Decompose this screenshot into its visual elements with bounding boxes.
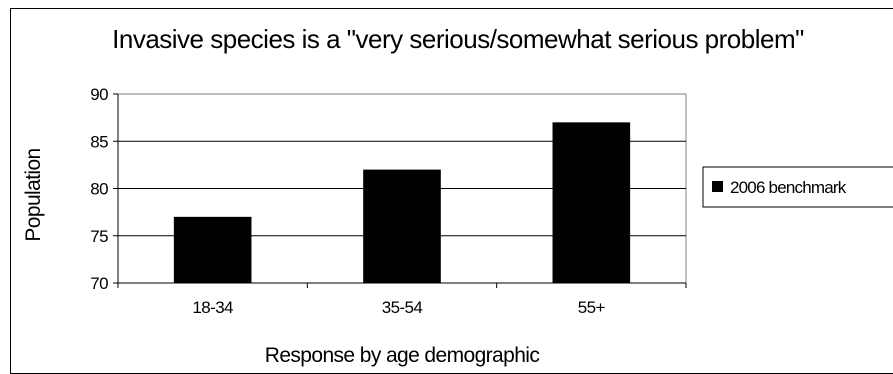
x-tick-label: 35-54 — [382, 298, 423, 317]
y-tick-label: 90 — [90, 85, 108, 104]
bar-35-54 — [363, 169, 441, 283]
x-tick-label: 55+ — [578, 298, 606, 317]
legend-box — [702, 166, 893, 208]
y-tick-label: 70 — [90, 274, 108, 293]
y-tick-label: 80 — [90, 180, 108, 199]
y-tick-label: 85 — [90, 132, 108, 151]
chart-title: Invasive species is a "very serious/some… — [112, 24, 804, 54]
bar-18-34 — [173, 216, 252, 283]
x-axis-label: Response by age demographic — [265, 344, 540, 367]
bar-55+ — [552, 122, 631, 283]
x-axis-ticks: 18-34 35-54 55+ — [117, 283, 687, 317]
legend-swatch — [712, 181, 723, 192]
x-tick-label: 18-34 — [192, 298, 233, 317]
y-axis-label: Population — [22, 148, 45, 241]
y-axis-ticks: 70 75 80 85 90 — [90, 85, 118, 293]
legend: 2006 benchmark — [702, 166, 893, 208]
legend-label: 2006 benchmark — [730, 178, 847, 197]
bars — [173, 122, 631, 283]
y-tick-label: 75 — [90, 227, 108, 246]
